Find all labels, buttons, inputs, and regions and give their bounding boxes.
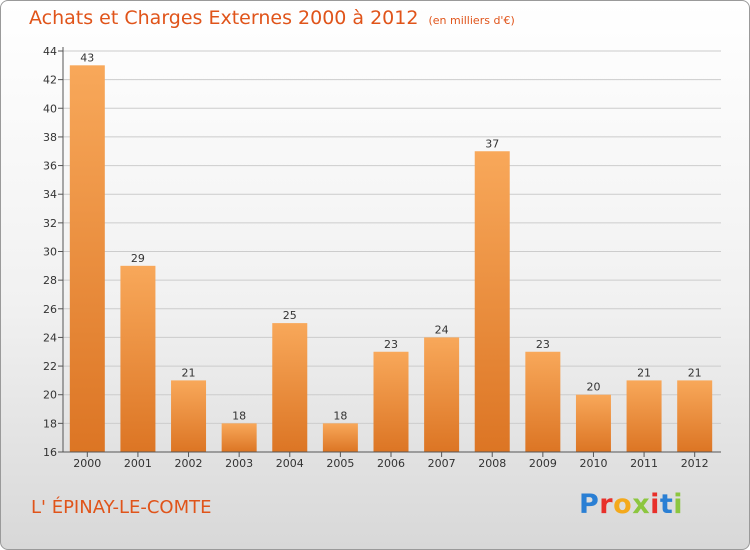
y-tick-label: 24 — [43, 331, 57, 344]
x-tick-label: 2011 — [630, 457, 658, 470]
x-tick-label: 2001 — [124, 457, 152, 470]
x-tick-labels: 2000 2001 2002 2003 2004 2005 2006 2007 2008 2009… — [73, 452, 709, 470]
y-tick-label: 20 — [43, 389, 57, 402]
data-label: 43 — [80, 51, 94, 64]
y-tick-label: 30 — [43, 246, 57, 259]
chart-title: Achats et Charges Externes 2000 à 2012 (e… — [29, 7, 515, 29]
bar — [373, 351, 409, 452]
data-label: 24 — [435, 323, 449, 336]
data-label: 23 — [536, 338, 550, 351]
bar — [120, 265, 156, 452]
data-label: 29 — [131, 252, 145, 265]
data-label: 20 — [586, 381, 600, 394]
bar — [424, 337, 460, 452]
logo-letter: r — [599, 489, 614, 520]
logo-letter: t — [659, 489, 674, 520]
y-tick-labels: 16 18 20 22 24 26 28 30 32 34 36 38 40 42 44 — [43, 45, 57, 459]
data-label: 23 — [384, 338, 398, 351]
x-tick-label: 2002 — [175, 457, 203, 470]
x-tick-label: 2007 — [428, 457, 456, 470]
bar — [69, 65, 105, 453]
place-name: L' ÉPINAY-LE-COMTE — [31, 497, 212, 518]
y-tick-label: 26 — [43, 303, 57, 316]
bar — [575, 394, 611, 452]
y-tick-label: 18 — [43, 417, 57, 430]
y-tick-label: 36 — [43, 160, 57, 173]
x-tick-label: 2005 — [326, 457, 354, 470]
x-tick-label: 2000 — [73, 457, 101, 470]
y-tick-label: 44 — [43, 45, 57, 58]
bar — [171, 380, 207, 452]
bar — [626, 380, 662, 452]
y-tick-label: 28 — [43, 274, 57, 287]
bar — [525, 351, 561, 452]
x-tick-label: 2010 — [579, 457, 607, 470]
x-tick-label: 2004 — [276, 457, 304, 470]
x-tick-label: 2009 — [529, 457, 557, 470]
data-labels: 43 29 21 18 25 18 23 24 37 23 20 21 21 — [80, 51, 701, 422]
bar — [221, 423, 257, 452]
chart-unit: (en milliers d'€) — [428, 14, 515, 27]
proxiti-logo: Proxiti — [579, 489, 683, 520]
y-tick-label: 22 — [43, 360, 57, 373]
chart-title-text: Achats et Charges Externes 2000 à 2012 — [29, 7, 419, 29]
logo-letter: x — [632, 489, 651, 520]
logo-letter: i — [673, 489, 684, 520]
bar — [272, 323, 308, 452]
bars — [69, 65, 713, 453]
data-label: 21 — [182, 366, 196, 379]
data-label: 25 — [283, 309, 297, 322]
logo-letter: o — [613, 489, 633, 520]
y-tick-label: 38 — [43, 131, 57, 144]
y-tick-label: 40 — [43, 102, 57, 115]
bar — [677, 380, 713, 452]
x-tick-label: 2012 — [681, 457, 709, 470]
y-tick-label: 42 — [43, 74, 57, 87]
x-tick-label: 2003 — [225, 457, 253, 470]
bar — [474, 151, 510, 452]
y-tick-label: 32 — [43, 217, 57, 230]
y-tick-label: 16 — [43, 446, 57, 459]
logo-letter: i — [650, 489, 660, 520]
y-tick-label: 34 — [43, 188, 57, 201]
logo-letter: P — [579, 489, 600, 520]
x-tick-label: 2008 — [478, 457, 506, 470]
data-label: 37 — [485, 137, 499, 150]
data-label: 21 — [688, 366, 702, 379]
x-tick-label: 2006 — [377, 457, 405, 470]
axes — [62, 47, 721, 453]
data-label: 21 — [637, 366, 651, 379]
data-label: 18 — [232, 409, 246, 422]
bar — [322, 423, 358, 452]
data-label: 18 — [333, 409, 347, 422]
